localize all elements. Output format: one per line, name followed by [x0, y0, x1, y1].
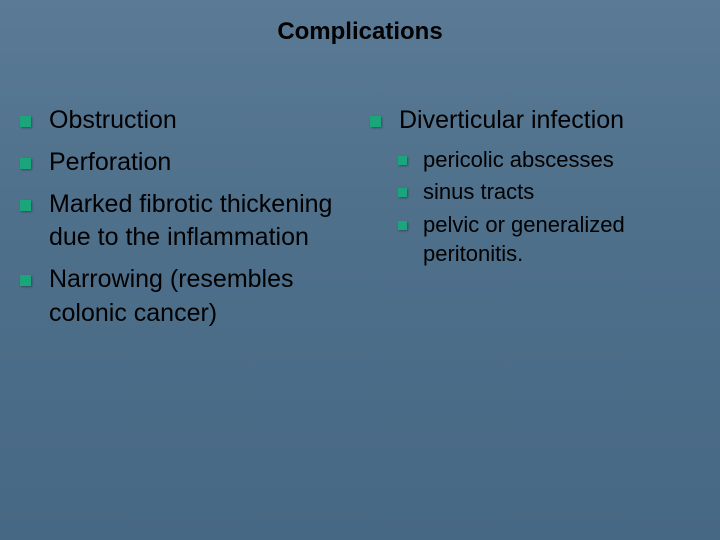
square-bullet-icon — [398, 188, 407, 197]
list-item: Obstruction — [20, 104, 360, 138]
square-bullet-icon — [370, 116, 381, 127]
sub-item-text: sinus tracts — [423, 178, 534, 207]
sub-item-text: pelvic or generalized peritonitis. — [423, 211, 710, 268]
list-item: Narrowing (resembles colonic cancer) — [20, 263, 360, 331]
square-bullet-icon — [20, 116, 31, 127]
square-bullet-icon — [20, 200, 31, 211]
square-bullet-icon — [20, 275, 31, 286]
right-column: Diverticular infection pericolic abscess… — [370, 104, 710, 339]
slide-title: Complications — [0, 0, 720, 46]
item-text: Marked fibrotic thickening due to the in… — [49, 188, 360, 256]
square-bullet-icon — [398, 156, 407, 165]
sublist: pericolic abscesses sinus tracts pelvic … — [370, 146, 710, 268]
slide: Complications Obstruction Perforation Ma… — [0, 0, 720, 540]
list-item: Perforation — [20, 146, 360, 180]
sub-item-text: pericolic abscesses — [423, 146, 614, 175]
left-column: Obstruction Perforation Marked fibrotic … — [20, 104, 360, 339]
item-text: Narrowing (resembles colonic cancer) — [49, 263, 360, 331]
columns: Obstruction Perforation Marked fibrotic … — [0, 46, 720, 339]
sub-list-item: pelvic or generalized peritonitis. — [398, 211, 710, 268]
list-item: Marked fibrotic thickening due to the in… — [20, 188, 360, 256]
sub-list-item: pericolic abscesses — [398, 146, 710, 175]
sub-list-item: sinus tracts — [398, 178, 710, 207]
square-bullet-icon — [20, 158, 31, 169]
item-text: Perforation — [49, 146, 171, 180]
square-bullet-icon — [398, 221, 407, 230]
item-text: Diverticular infection — [399, 104, 624, 138]
item-text: Obstruction — [49, 104, 177, 138]
list-item: Diverticular infection — [370, 104, 710, 138]
